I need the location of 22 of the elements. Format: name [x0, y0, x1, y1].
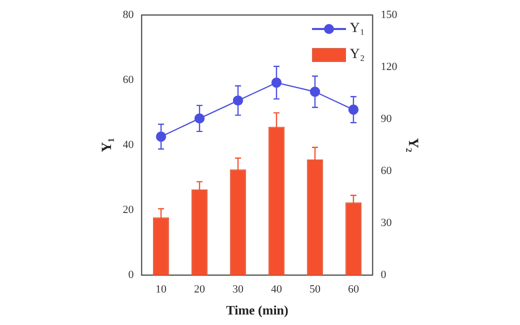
legend-label: Y₂ [350, 47, 365, 63]
y-tick-label: 20 [122, 204, 134, 216]
x-tick-label: 20 [194, 284, 206, 296]
y2-tick-label: 150 [380, 8, 398, 21]
y-axis-title: Y₁ [100, 138, 116, 152]
x-tick-label: 40 [270, 284, 282, 296]
y2-axis-title: Y₂ [404, 138, 420, 152]
y2-tick-label: 120 [380, 60, 398, 73]
y-tick-label: 60 [122, 74, 134, 86]
x-axis-title: Time (min) [226, 302, 288, 318]
y2-tick-label: 0 [380, 269, 387, 282]
y2-tick-label: 30 [380, 217, 392, 230]
y-tick-label: 40 [122, 138, 134, 151]
y2-tick-label: 90 [380, 112, 392, 125]
legend-label: Y₁ [350, 21, 365, 37]
x-tick-label: 10 [156, 284, 168, 296]
y2-tick-label: 60 [380, 165, 392, 178]
x-tick-label: 30 [232, 284, 244, 296]
x-tick-label: 60 [348, 284, 360, 296]
x-tick-label: 50 [309, 284, 321, 296]
y-tick-label: 80 [122, 8, 134, 21]
y-tick-label: 0 [128, 269, 134, 282]
